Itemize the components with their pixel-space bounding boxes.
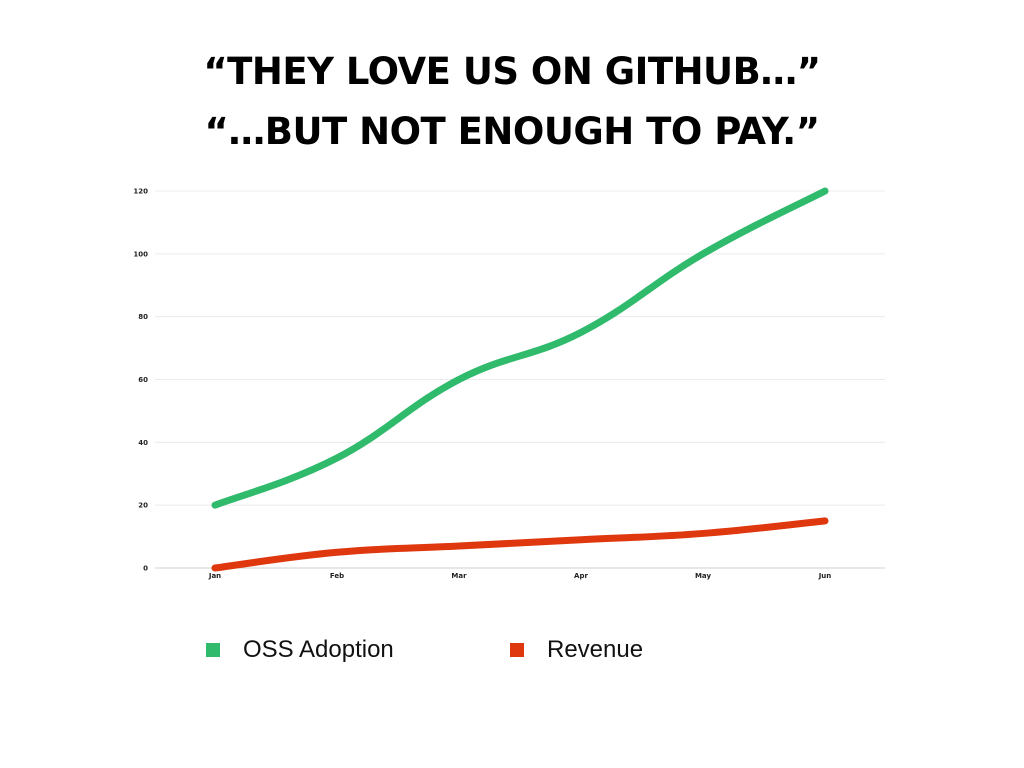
- legend-label-revenue: Revenue: [547, 636, 644, 663]
- y-tick-label: 0: [143, 565, 148, 573]
- x-axis-tick-labels: Jan Feb Mar Apr May Jun: [208, 572, 831, 580]
- gridlines: [155, 190, 885, 569]
- x-tick-label: Apr: [574, 572, 588, 580]
- legend-swatch-revenue: [510, 643, 524, 657]
- x-tick-label: Jun: [818, 572, 832, 580]
- chart-title-line-2: “…BUT NOT ENOUGH TO PAY.”: [204, 110, 820, 153]
- y-tick-label: 60: [138, 376, 148, 384]
- series-line-oss-adoption: [211, 187, 829, 509]
- series-lines: [211, 187, 829, 572]
- y-tick-label: 100: [133, 250, 148, 258]
- line-chart: 0 20 40 60 80 100 120 Jan Feb Mar Apr May Jun: [133, 187, 885, 580]
- chart-title-line-1: “THEY LOVE US ON GITHUB…”: [203, 50, 821, 93]
- y-tick-label: 80: [138, 313, 148, 321]
- x-tick-label: Mar: [451, 572, 467, 580]
- x-tick-label: Jan: [208, 572, 221, 580]
- legend-item-oss-adoption: OSS Adoption: [206, 633, 394, 667]
- x-tick-label: Feb: [330, 572, 344, 580]
- legend-swatch-oss-adoption: [206, 643, 220, 657]
- legend-label-oss-adoption: OSS Adoption: [243, 636, 394, 663]
- y-tick-label: 40: [138, 439, 148, 447]
- y-tick-label: 120: [133, 188, 148, 196]
- x-tick-label: May: [695, 572, 711, 580]
- legend-item-revenue: Revenue: [510, 633, 643, 667]
- y-axis-tick-labels: 0 20 40 60 80 100 120: [133, 188, 148, 573]
- y-tick-label: 20: [138, 502, 148, 510]
- series-line-revenue: [211, 517, 829, 572]
